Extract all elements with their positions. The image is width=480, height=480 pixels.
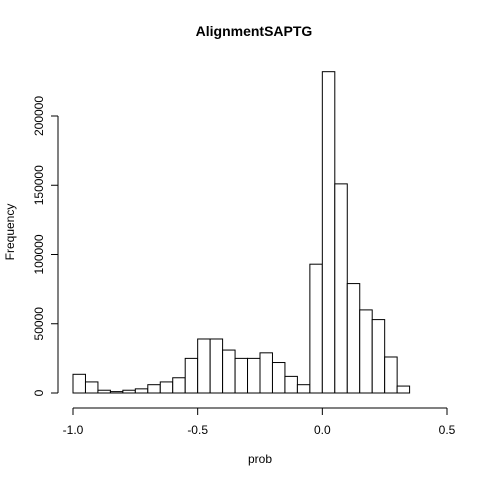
histogram-bar-4 — [122, 389, 136, 394]
chart-title: AlignmentSAPTG — [196, 23, 313, 39]
y-tick-label-3: 150000 — [32, 165, 46, 205]
histogram-bar-3 — [109, 391, 124, 394]
histogram-bar-17 — [284, 375, 298, 394]
histogram-bar-15 — [259, 352, 273, 394]
y-tick-label-0: 0 — [32, 389, 46, 396]
histogram-bar-24 — [371, 319, 386, 394]
histogram-bar-13 — [234, 357, 249, 394]
bars-group — [72, 71, 411, 394]
x-tick-label-3: 0.5 — [439, 423, 456, 437]
histogram-bar-18 — [296, 384, 311, 394]
histogram-bar-26 — [396, 385, 411, 394]
x-tick-label-0: -1.0 — [63, 423, 84, 437]
histogram-bar-14 — [247, 357, 261, 394]
histogram-bar-21 — [334, 183, 348, 394]
histogram-bar-0 — [72, 373, 86, 394]
y-axis: 0 50000 100000 150000 200000 — [32, 96, 59, 396]
y-tick-label-4: 200000 — [32, 96, 46, 136]
histogram-bar-20 — [321, 71, 336, 394]
x-tick-label-1: -0.5 — [187, 423, 208, 437]
histogram-bar-10 — [197, 338, 211, 394]
histogram-bar-19 — [309, 263, 323, 394]
histogram-bar-23 — [359, 309, 373, 394]
histogram-bar-5 — [134, 388, 149, 394]
histogram-bar-11 — [209, 338, 224, 394]
y-axis-label: Frequency — [3, 204, 17, 261]
histogram-bar-12 — [222, 349, 236, 394]
x-tick-label-2: 0.0 — [314, 423, 331, 437]
histogram-bar-8 — [172, 377, 186, 394]
x-axis: -1.0 -0.5 0.0 0.5 — [63, 407, 456, 437]
histogram-bar-7 — [159, 381, 174, 394]
histogram-bar-22 — [346, 283, 361, 394]
histogram-bar-16 — [271, 362, 286, 394]
histogram-bar-9 — [184, 357, 199, 394]
y-tick-label-2: 100000 — [32, 234, 46, 274]
x-axis-label: prob — [248, 452, 272, 466]
histogram-bar-6 — [147, 384, 161, 394]
histogram-bar-25 — [384, 356, 398, 394]
y-tick-label-1: 50000 — [32, 307, 46, 341]
histogram-bar-2 — [97, 389, 111, 394]
histogram-bar-1 — [84, 381, 99, 394]
